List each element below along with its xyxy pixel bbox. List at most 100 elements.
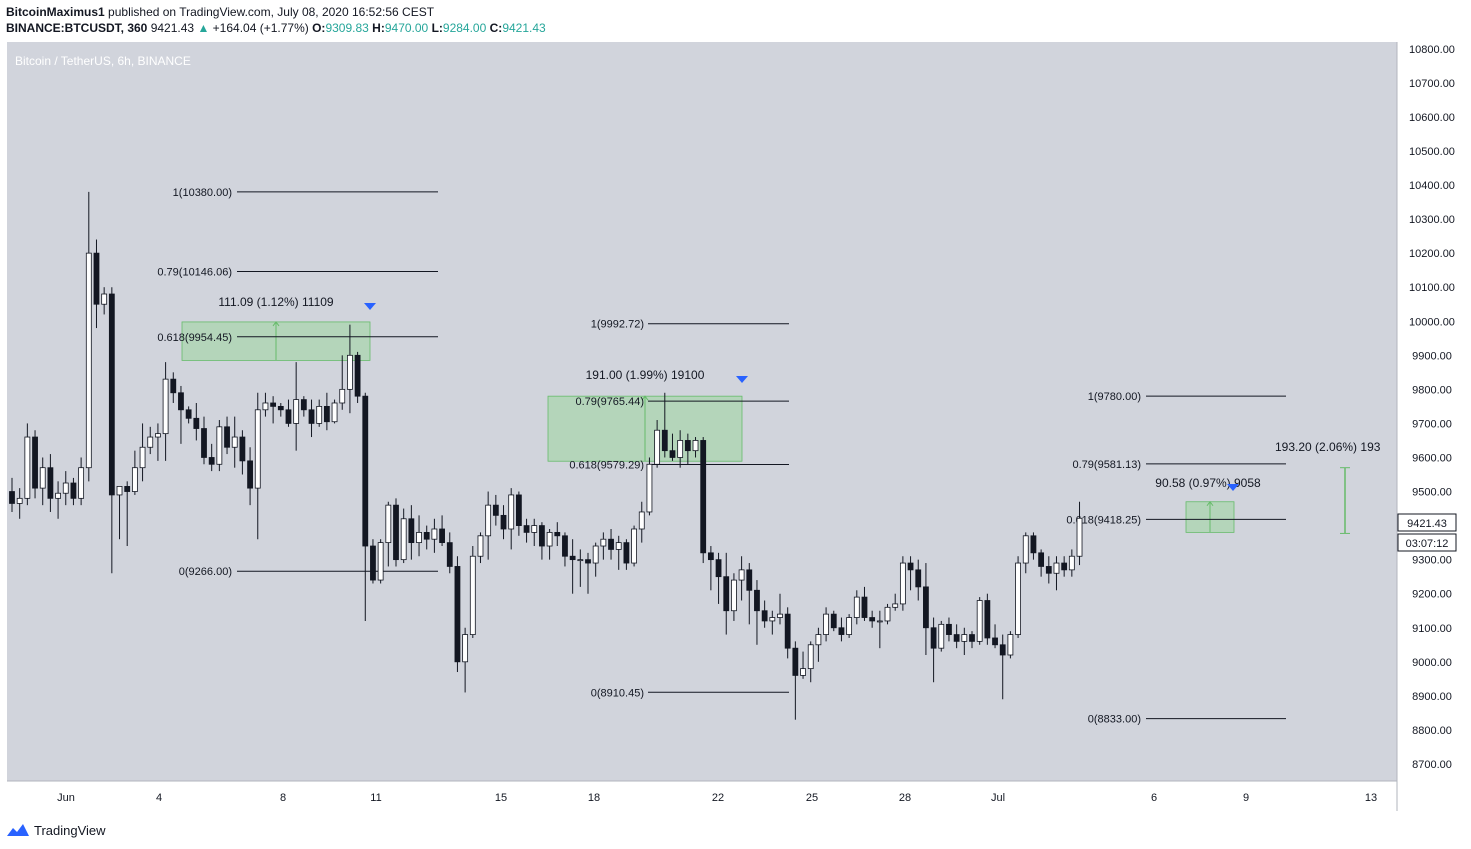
candle-body xyxy=(930,627,937,649)
time-tick-label: 13 xyxy=(1365,792,1377,804)
candle xyxy=(707,546,714,591)
candle xyxy=(231,416,238,468)
candle xyxy=(178,385,184,444)
time-axis[interactable] xyxy=(7,781,1397,811)
candle xyxy=(331,399,338,424)
measure-label: 111.09 (1.12%) 11109 xyxy=(218,295,334,309)
footer[interactable]: TradingView xyxy=(6,822,106,838)
fib-levels: 1(10380.00) 0.79(10146.06) 0.618(9954.45) 0… xyxy=(157,187,1286,726)
candle xyxy=(423,525,430,550)
candle xyxy=(623,539,630,570)
candle-body xyxy=(208,457,215,465)
candle-body xyxy=(139,446,146,469)
price-tick-label: 9900.00 xyxy=(1412,350,1452,362)
countdown-tag: 03:07:12 xyxy=(1397,533,1457,552)
candle-body xyxy=(446,542,453,567)
candle xyxy=(899,556,906,611)
candle xyxy=(715,552,722,604)
close-label: C: xyxy=(489,21,503,35)
candle xyxy=(339,355,346,410)
candle-body xyxy=(807,644,814,670)
candle xyxy=(254,392,261,540)
candle xyxy=(961,627,968,655)
author-name[interactable]: BitcoinMaximus1 xyxy=(6,5,105,19)
price-tick-label: 10100.00 xyxy=(1409,282,1455,294)
candle xyxy=(585,552,591,594)
candle xyxy=(170,372,177,403)
candle xyxy=(539,522,545,560)
candle xyxy=(293,362,300,451)
candle-body xyxy=(869,617,876,622)
candle xyxy=(239,430,246,475)
candle xyxy=(408,505,415,560)
candle xyxy=(661,392,668,458)
time-tick-label: 9 xyxy=(1243,792,1249,804)
candle-body xyxy=(431,528,438,540)
candle-body xyxy=(285,409,292,424)
price-tick-label: 8800.00 xyxy=(1412,725,1452,737)
candle xyxy=(201,416,207,465)
time-tick-label: 18 xyxy=(588,792,600,804)
candle-body xyxy=(385,504,392,544)
candle-body xyxy=(638,511,645,530)
candle-body xyxy=(55,492,61,499)
candle-body xyxy=(838,627,845,635)
candle-body xyxy=(254,409,261,489)
candle xyxy=(930,617,937,683)
price-tick-label: 10800.00 xyxy=(1409,44,1455,56)
fib-level-label: 0(8833.00) xyxy=(1088,714,1141,726)
candle xyxy=(385,501,392,567)
candle-body xyxy=(592,545,599,564)
fib-level-label: 0.618(9954.45) xyxy=(157,332,232,344)
candle xyxy=(830,610,837,632)
chart-title: Bitcoin / TetherUS, 6h, BINANCE xyxy=(15,54,191,68)
time-tick-label: 8 xyxy=(280,792,286,804)
candle-body xyxy=(800,668,806,676)
candle xyxy=(953,624,960,649)
candle-body xyxy=(769,617,776,622)
chart-header: BitcoinMaximus1 published on TradingView… xyxy=(6,4,546,36)
zone-arrow-icon xyxy=(641,395,649,401)
candle xyxy=(155,423,161,461)
fib-zones xyxy=(181,321,1235,533)
price-axis[interactable] xyxy=(1397,42,1465,781)
candle xyxy=(308,399,315,438)
candle-body xyxy=(707,552,714,561)
candle xyxy=(807,641,814,683)
candle-body xyxy=(9,491,15,504)
candle-body xyxy=(999,644,1006,656)
candle-body xyxy=(615,542,622,550)
candle xyxy=(684,433,691,465)
candle xyxy=(646,457,653,516)
candle-body xyxy=(792,647,799,676)
candle-body xyxy=(1076,517,1083,557)
candle-body xyxy=(1038,552,1045,567)
candle xyxy=(270,396,277,424)
candle xyxy=(162,362,169,461)
candle-body xyxy=(124,486,131,492)
price-tick-label: 10200.00 xyxy=(1409,248,1455,260)
candle xyxy=(600,532,607,560)
candle xyxy=(738,556,745,601)
candle xyxy=(16,488,23,519)
candle xyxy=(300,396,307,417)
candle xyxy=(101,287,108,315)
candle-body xyxy=(577,559,584,562)
candle xyxy=(531,518,538,547)
candle xyxy=(24,423,31,506)
candle-body xyxy=(992,637,998,646)
candle-body xyxy=(362,395,369,547)
candle xyxy=(1015,556,1021,638)
projection-label: 193.20 (2.06%) 193 xyxy=(1275,440,1381,454)
candle xyxy=(892,593,899,611)
price-tick-label: 10000.00 xyxy=(1409,316,1455,328)
ohlc-line: BINANCE:BTCUSDT, 360 9421.43 ▲ +164.04 (… xyxy=(6,20,546,36)
low-label: L: xyxy=(431,21,443,35)
candle xyxy=(454,556,461,673)
candle-body xyxy=(485,504,492,537)
change-up-icon: ▲ xyxy=(197,21,210,35)
candle-body xyxy=(201,428,207,458)
candle xyxy=(224,416,230,455)
candle xyxy=(500,505,507,540)
